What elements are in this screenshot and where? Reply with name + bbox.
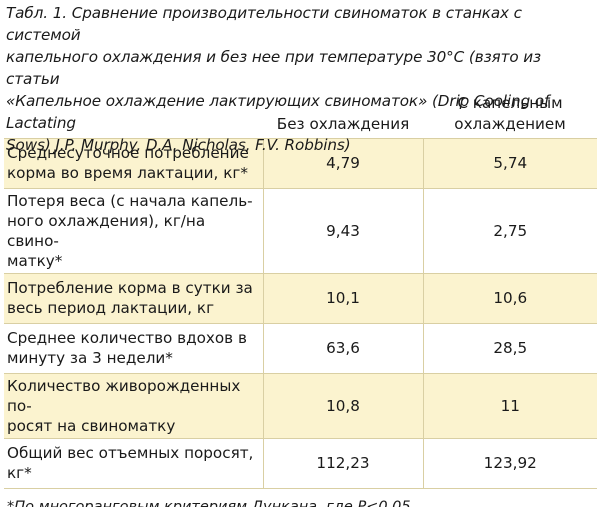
row-label: Количество живорожденных по- росят на св… bbox=[4, 373, 263, 439]
row-label: Среднесуточное потребление корма во врем… bbox=[4, 138, 263, 189]
row-label-line: Общий вес отъемных поросят, bbox=[7, 444, 254, 462]
row-label-line: кг* bbox=[7, 464, 32, 482]
value-without-cooling: 10,1 bbox=[262, 273, 423, 324]
value-without-cooling: 112,23 bbox=[262, 438, 423, 489]
row-label: Потеря веса (с начала капель- ного охлаж… bbox=[4, 188, 263, 274]
row-label: Потребление корма в сутки за весь период… bbox=[4, 273, 263, 324]
value-with-cooling: 11 bbox=[422, 373, 597, 439]
row-label-line: корма во время лактации, кг* bbox=[7, 164, 248, 182]
row-label-line: ного охлаждения), кг/на свино- bbox=[7, 211, 206, 250]
value-without-cooling: 10,8 bbox=[262, 373, 423, 439]
table-caption: Табл. 1. Сравнение производительности св… bbox=[4, 0, 597, 154]
table-footnote: *По многоранговым критериям Дункана, где… bbox=[7, 498, 411, 507]
caption-line-2: капельного охлаждения и без нее при темп… bbox=[6, 48, 542, 88]
value-without-cooling: 63,6 bbox=[262, 323, 423, 374]
header-without-cooling-label: Без охлаждения bbox=[276, 114, 410, 133]
header-with-cooling-line-2: охлаждением bbox=[454, 114, 566, 133]
table-row: Потребление корма в сутки за весь период… bbox=[4, 273, 597, 324]
table-row: Количество живорожденных по- росят на св… bbox=[4, 373, 597, 439]
row-label-line: Среднее количество вдохов в bbox=[7, 329, 247, 347]
header-with-cooling: С капельным охлаждением bbox=[423, 92, 597, 139]
table-header-row: Без охлаждения С капельным охлаждением bbox=[4, 92, 597, 139]
row-label: Общий вес отъемных поросят, кг* bbox=[4, 438, 263, 489]
row-label-line: минуту за 3 недели* bbox=[7, 349, 173, 367]
row-label-line: росят на свиноматку bbox=[7, 416, 176, 435]
row-label-line: Среднесуточное потребление bbox=[7, 144, 249, 162]
table-row: Общий вес отъемных поросят, кг* 112,23 1… bbox=[4, 438, 597, 489]
row-label-line: Количество живорожденных по- bbox=[7, 376, 241, 415]
row-label-line: Потребление корма в сутки за bbox=[7, 279, 253, 297]
value-without-cooling: 9,43 bbox=[262, 188, 423, 274]
value-with-cooling: 10,6 bbox=[422, 273, 597, 324]
table-row: Среднесуточное потребление корма во врем… bbox=[4, 138, 597, 189]
value-with-cooling: 2,75 bbox=[422, 188, 597, 274]
comparison-table: Без охлаждения С капельным охлаждением С… bbox=[4, 92, 597, 489]
value-with-cooling: 5,74 bbox=[422, 138, 597, 189]
header-without-cooling: Без охлаждения bbox=[263, 92, 423, 139]
row-label-line: Потеря веса (с начала капель- bbox=[7, 191, 253, 210]
row-label-line: матку* bbox=[7, 251, 63, 270]
header-parameter bbox=[4, 92, 263, 139]
caption-line-3: «Капельное охлаждение лактирующих свином… bbox=[6, 92, 550, 132]
row-label: Среднее количество вдохов в минуту за 3 … bbox=[4, 323, 263, 374]
header-with-cooling-line-1: С капельным bbox=[457, 93, 563, 112]
table-row: Среднее количество вдохов в минуту за 3 … bbox=[4, 323, 597, 374]
value-with-cooling: 28,5 bbox=[422, 323, 597, 374]
value-without-cooling: 4,79 bbox=[262, 138, 423, 189]
table-row: Потеря веса (с начала капель- ного охлаж… bbox=[4, 188, 597, 274]
row-label-line: весь период лактации, кг bbox=[7, 299, 215, 317]
caption-line-1: Табл. 1. Сравнение производительности св… bbox=[6, 4, 522, 44]
value-with-cooling: 123,92 bbox=[422, 438, 597, 489]
